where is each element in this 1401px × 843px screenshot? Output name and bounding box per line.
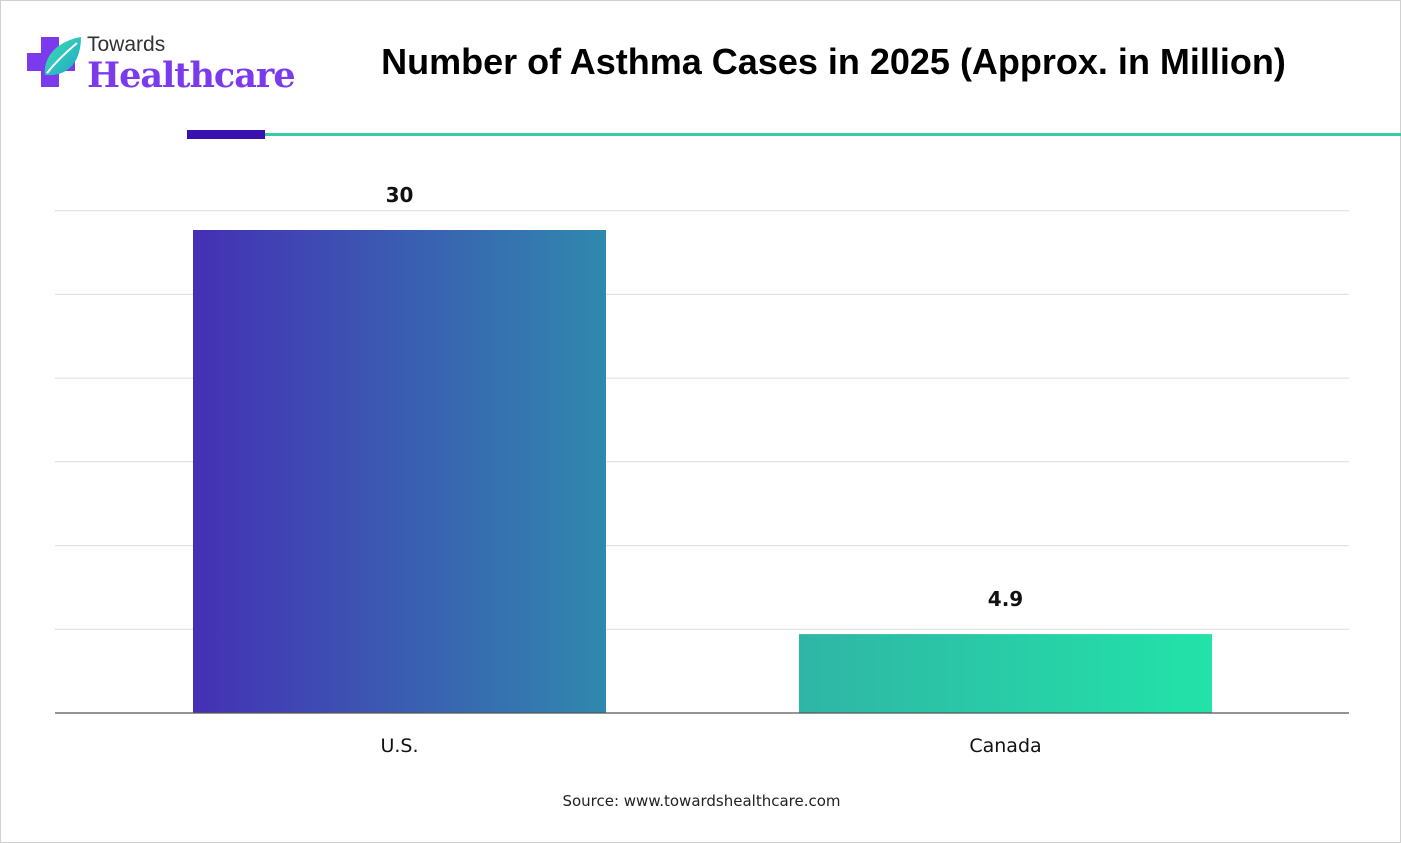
bar-u-s: [193, 230, 606, 713]
chart-labels: 30 U.S. 4.9 Canada: [380, 183, 1041, 757]
x-tick-label: Canada: [969, 735, 1041, 757]
data-label: 30: [386, 183, 414, 207]
x-tick-label: U.S.: [380, 735, 418, 757]
chart-bars: [193, 230, 1212, 713]
chart-title: Number of Asthma Cases in 2025 (Approx. …: [381, 41, 1286, 82]
brand-name-bottom: Healthcare: [87, 55, 296, 96]
bar-chart: 30 U.S. 4.9 Canada: [55, 183, 1349, 757]
title-underline: [265, 133, 1401, 136]
data-label: 4.9: [988, 587, 1023, 611]
bar-canada: [799, 634, 1212, 713]
source-note: Source: www.towardshealthcare.com: [562, 792, 841, 810]
medical-cross-leaf-icon: [27, 37, 81, 87]
brand-logo: Towards Healthcare: [27, 29, 296, 99]
brand-name-top: Towards: [87, 33, 166, 56]
title-accent-bar: [187, 130, 265, 139]
